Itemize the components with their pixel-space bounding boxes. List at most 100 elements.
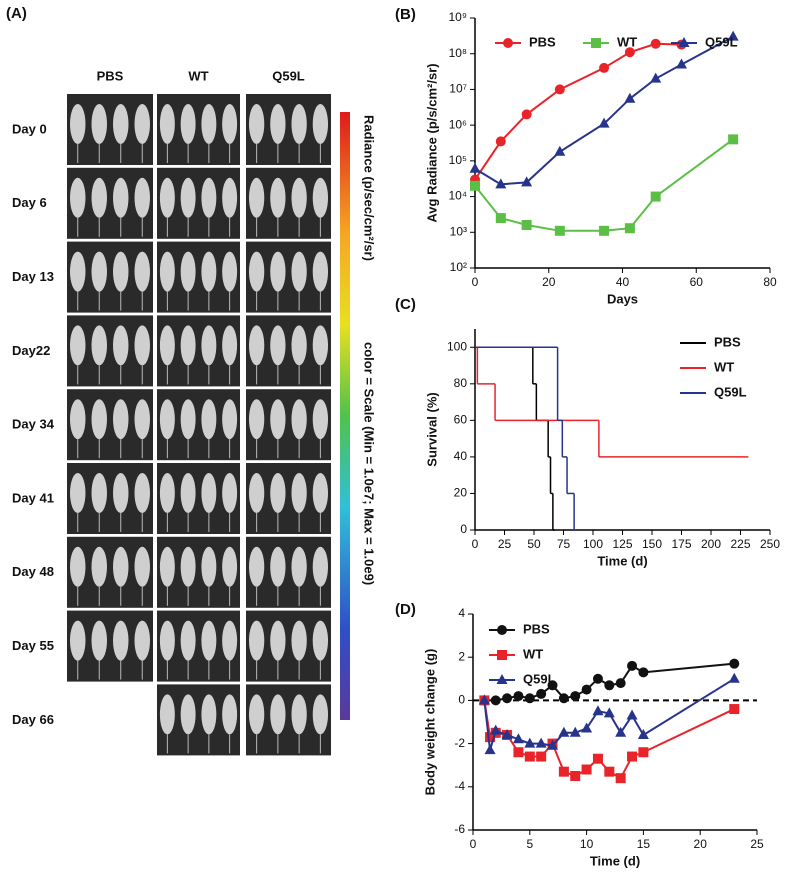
mouse [222,620,238,661]
mouse [91,546,107,587]
marker [469,162,481,173]
y-tick-label: 10² [450,260,467,274]
mouse [248,694,265,735]
marker [627,660,638,671]
y-tick-label: 10⁵ [449,153,467,167]
mouse [180,251,196,292]
marker [524,693,535,704]
y-tick-label: 10⁷ [449,82,467,96]
marker [536,688,547,699]
marker [581,684,592,695]
mouse [312,104,329,144]
mouse [134,325,150,366]
x-tick-label: 50 [527,537,541,551]
mouse [113,251,129,292]
mouse [113,325,129,366]
mouse [180,177,196,218]
marker [678,37,690,47]
mouse [291,399,307,440]
mouse [291,104,307,144]
mouse [159,104,175,144]
marker [554,145,566,156]
mouse [248,399,265,440]
row-label: Day 6 [12,195,47,210]
marker [591,38,601,48]
marker [592,705,604,716]
marker [503,38,513,48]
x-tick-label: 25 [750,837,764,851]
x-tick-label: 10 [580,837,594,851]
legend-label: PBS [529,34,556,49]
marker [536,751,547,762]
mouse [270,620,286,661]
mouse [134,546,150,587]
mouse [159,620,175,661]
marker [615,773,626,784]
mouse [270,694,286,735]
marker [638,747,649,758]
marker [535,737,547,748]
x-tick-label: 150 [642,537,662,551]
colorbar-scale: color = Scale (Min = 1.0e7; Max = 1.0e9) [362,342,377,585]
mouse [159,694,175,735]
y-tick-label: -2 [454,736,465,750]
marker [524,751,535,762]
marker [592,753,603,764]
mouse [248,473,265,513]
series-line [484,662,735,702]
x-tick-label: 100 [583,537,603,551]
mouse [113,546,129,587]
marker [604,680,615,691]
marker [650,191,661,202]
marker [521,109,532,120]
mouse [201,325,217,366]
marker [638,667,649,678]
mouse [91,399,107,440]
y-tick-label: -4 [454,779,465,793]
marker [501,728,513,739]
colorbar-label: Radiance (p/sec/cm²/sr) [362,115,377,261]
x-tick-label: 20 [542,275,556,289]
mouse [222,694,238,735]
x-tick-label: 200 [701,537,721,551]
mouse [222,251,238,292]
marker [521,219,532,230]
y-tick-label: 80 [454,376,468,390]
mouse [312,251,329,292]
y-tick-label: 10⁹ [449,10,468,24]
mouse [159,473,175,513]
colorbar [340,112,350,720]
mouse [248,546,265,587]
mouse [201,694,217,735]
marker [558,766,569,777]
mouse [222,177,238,218]
marker [547,680,558,691]
y-axis-label: Body weight change (g) [422,649,437,796]
legend-label: PBS [714,334,741,349]
mouse [270,325,286,366]
y-tick-label: 60 [454,413,468,427]
marker [592,673,603,684]
mouse [222,473,238,513]
column-header: PBS [97,68,124,83]
mouse [70,620,86,661]
x-tick-label: 15 [637,837,651,851]
mouse [180,104,196,144]
marker [570,691,581,702]
y-axis-label: Survival (%) [424,392,439,466]
marker [581,764,592,775]
marker [627,751,638,762]
mouse [70,251,86,292]
marker [470,180,480,191]
y-tick-label: 0 [458,693,465,707]
mouse [270,251,286,292]
marker [478,694,490,705]
marker [624,92,636,103]
marker [599,62,610,73]
mouse [248,104,265,144]
mouse [222,399,238,440]
mouse [113,473,129,513]
mouse [113,104,129,144]
mouse [70,104,86,144]
